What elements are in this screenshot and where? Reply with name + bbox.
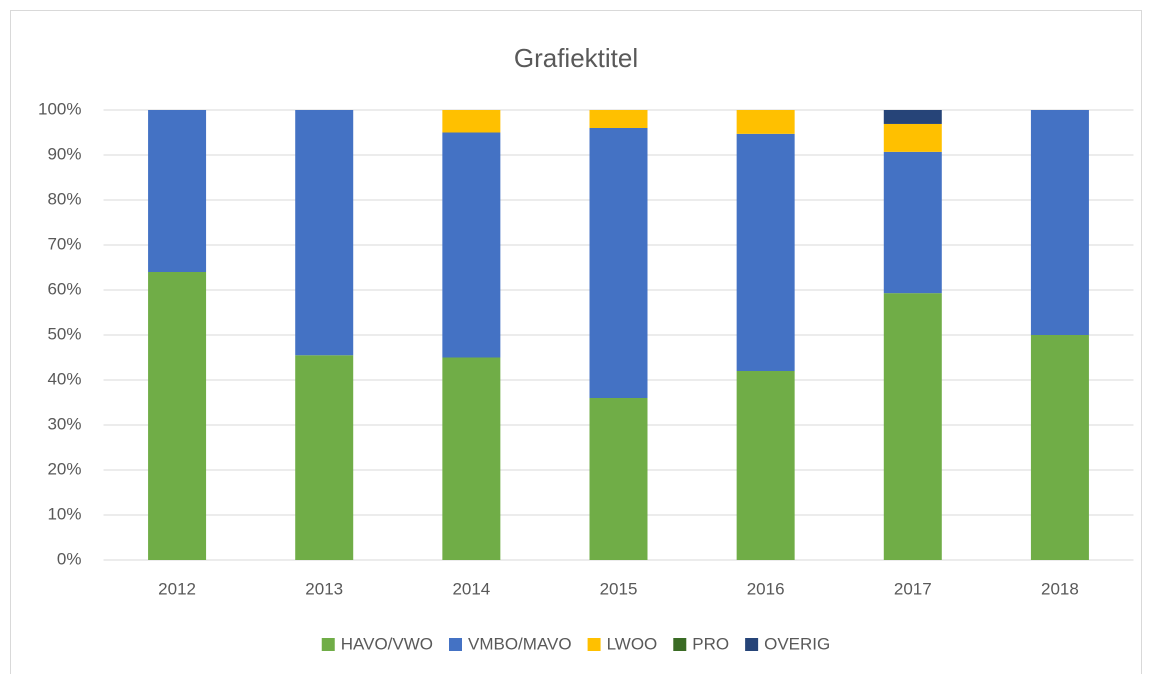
bar-segment [1030, 335, 1089, 560]
bar-segment [883, 110, 942, 124]
y-tick-label: 50% [47, 324, 81, 343]
bar-segment [736, 133, 795, 371]
bar-segment [148, 110, 207, 272]
x-tick-label: 2017 [894, 579, 932, 598]
legend-swatch [745, 638, 759, 651]
legend-swatch [673, 638, 687, 651]
legend-label: OVERIG [764, 634, 830, 653]
legend-item: LWOO [587, 634, 658, 653]
legend-label: HAVO/VWO [341, 634, 433, 653]
y-tick-label: 60% [47, 279, 81, 298]
bar-segment [736, 371, 795, 560]
y-tick-label: 30% [47, 414, 81, 433]
x-tick-label: 2013 [305, 579, 343, 598]
y-tick-label: 100% [38, 99, 81, 118]
legend-swatch [321, 638, 335, 651]
y-tick-label: 10% [47, 504, 81, 523]
bar-segment [442, 110, 501, 133]
x-tick-label: 2014 [452, 579, 490, 598]
legend-item: OVERIG [745, 634, 830, 653]
legend-item: HAVO/VWO [321, 634, 433, 653]
y-tick-label: 80% [47, 189, 81, 208]
bar-segment [883, 123, 942, 152]
x-tick-label: 2012 [158, 579, 196, 598]
legend-label: LWOO [607, 634, 658, 653]
bar-segment [148, 272, 207, 560]
y-tick-label: 40% [47, 369, 81, 388]
bar-segment [589, 110, 648, 128]
legend-item: PRO [673, 634, 729, 653]
x-tick-label: 2016 [747, 579, 785, 598]
bar-segment [736, 110, 795, 134]
bar-segment [295, 110, 354, 356]
bar-segment [442, 132, 501, 358]
bar-segment [883, 293, 942, 560]
bar-segment [589, 128, 648, 398]
y-tick-label: 70% [47, 234, 81, 253]
y-tick-label: 20% [47, 459, 81, 478]
y-tick-label: 90% [47, 144, 81, 163]
chart-title: Grafiektitel [514, 43, 638, 73]
bar-segment [883, 151, 942, 294]
bar-segment [589, 398, 648, 560]
legend-item: VMBO/MAVO [449, 634, 572, 653]
bar-segment [1030, 110, 1089, 335]
y-tick-label: 0% [57, 549, 82, 568]
x-tick-label: 2015 [600, 579, 638, 598]
x-tick-label: 2018 [1041, 579, 1079, 598]
bar-segment [295, 355, 354, 560]
bar-segment [442, 357, 501, 560]
legend-swatch [587, 638, 601, 651]
legend-label: PRO [692, 634, 729, 653]
legend-swatch [449, 638, 462, 651]
legend-label: VMBO/MAVO [468, 634, 572, 653]
